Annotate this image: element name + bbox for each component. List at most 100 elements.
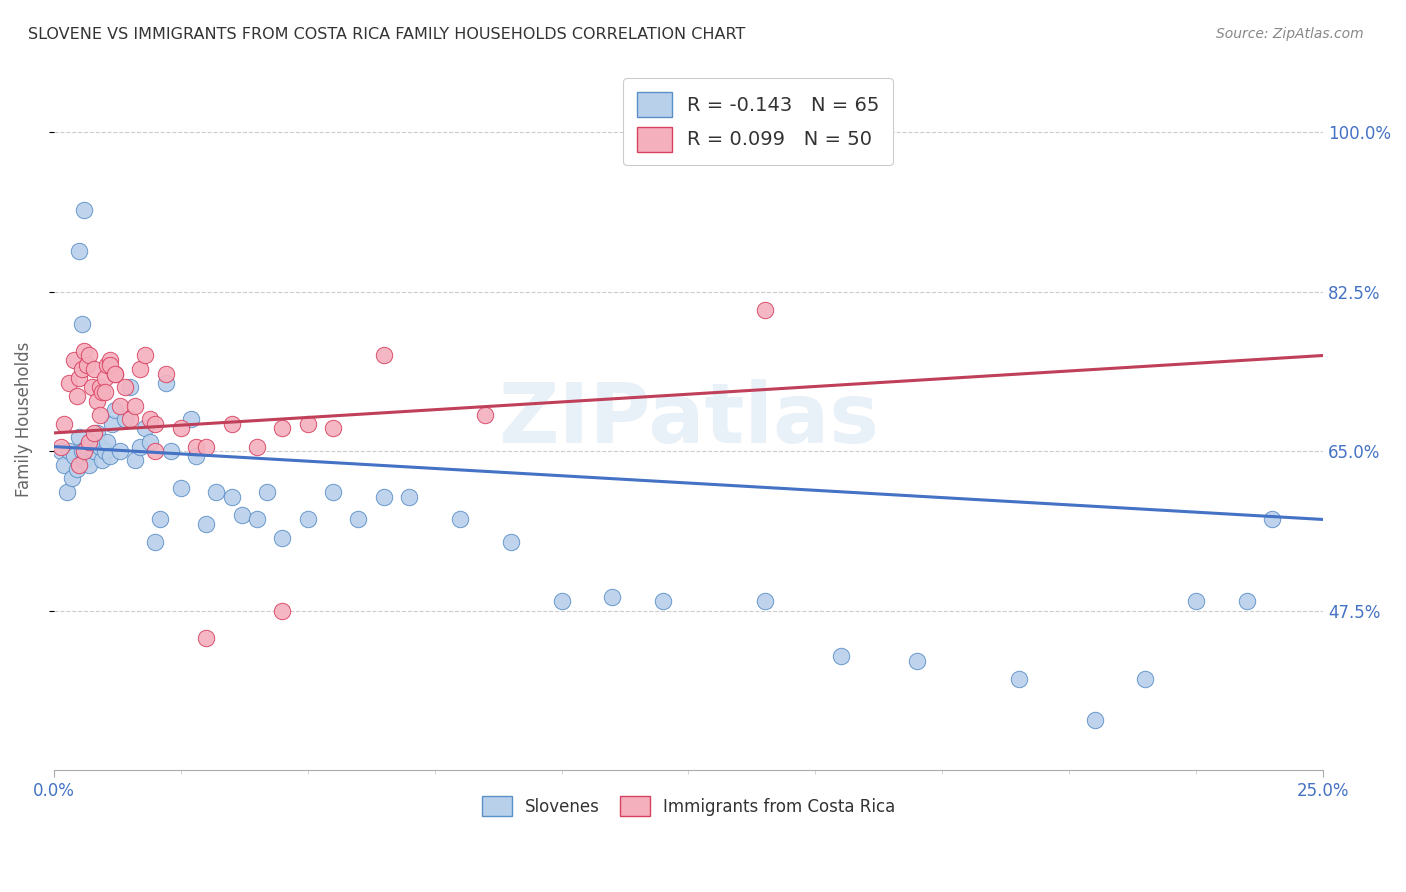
Point (73, 343, 96, 358)
Point (602, 590, 624, 604)
Point (80, 435, 103, 450)
Point (170, 481, 193, 495)
Point (134, 349, 156, 363)
Point (63, 353, 86, 368)
Point (474, 408, 496, 422)
Point (98, 449, 121, 463)
Point (373, 349, 395, 363)
Point (347, 512, 370, 526)
Point (118, 380, 141, 394)
Text: SLOVENE VS IMMIGRANTS FROM COSTA RICA FAMILY HOUSEHOLDS CORRELATION CHART: SLOVENE VS IMMIGRANTS FROM COSTA RICA FA… (28, 27, 745, 42)
Point (184, 440, 207, 454)
Point (96, 435, 118, 450)
Point (145, 444, 167, 458)
Point (73, 453, 96, 467)
Point (134, 421, 156, 435)
Point (79, 349, 101, 363)
Point (73, 444, 96, 458)
Legend: Slovenes, Immigrants from Costa Rica: Slovenes, Immigrants from Costa Rica (474, 788, 904, 825)
Point (114, 412, 136, 426)
Point (149, 512, 172, 526)
Point (145, 535, 167, 549)
Point (297, 417, 319, 431)
Point (73, 202, 96, 217)
Point (1084, 713, 1107, 727)
Text: ZIPatlas: ZIPatlas (498, 379, 879, 459)
Point (145, 417, 167, 431)
Point (108, 399, 131, 413)
Point (195, 631, 218, 645)
Point (114, 380, 136, 394)
Point (104, 403, 127, 417)
Point (66, 389, 89, 403)
Point (129, 362, 152, 376)
Point (63, 449, 86, 463)
Point (70, 444, 93, 458)
Point (1261, 512, 1284, 526)
Point (79, 435, 101, 450)
Point (66, 462, 89, 476)
Point (905, 654, 928, 668)
Point (129, 440, 152, 454)
Point (86, 394, 108, 409)
Point (124, 399, 146, 413)
Point (58, 444, 80, 458)
Point (91, 384, 114, 399)
Point (93, 444, 115, 458)
Point (499, 535, 522, 549)
Point (231, 508, 253, 522)
Point (159, 444, 181, 458)
Point (79, 458, 101, 472)
Point (98, 353, 121, 368)
Point (271, 603, 294, 617)
Point (108, 444, 131, 458)
Point (89, 408, 111, 422)
Point (93, 384, 115, 399)
Point (398, 490, 420, 504)
Point (180, 412, 202, 426)
Point (221, 490, 243, 504)
Point (195, 440, 218, 454)
Point (70, 362, 93, 376)
Point (83, 425, 105, 440)
Point (155, 367, 177, 381)
Point (96, 358, 118, 372)
Point (246, 440, 269, 454)
Point (754, 302, 776, 317)
Point (139, 412, 162, 426)
Point (449, 512, 471, 526)
Point (55, 485, 77, 500)
Point (1135, 672, 1157, 686)
Point (76, 440, 98, 454)
Point (322, 485, 344, 500)
Point (67, 430, 90, 444)
Point (830, 649, 852, 664)
Point (53, 417, 76, 431)
Point (1236, 594, 1258, 608)
Point (155, 376, 177, 390)
Point (256, 485, 278, 500)
Point (550, 594, 572, 608)
Point (83, 362, 105, 376)
Point (124, 453, 146, 467)
Point (67, 244, 90, 258)
Point (195, 516, 218, 531)
Point (89, 380, 111, 394)
Point (60, 471, 83, 485)
Point (184, 449, 207, 463)
Point (101, 417, 124, 431)
Point (118, 412, 141, 426)
Point (86, 425, 108, 440)
Point (271, 421, 294, 435)
Point (652, 594, 675, 608)
Point (271, 531, 294, 545)
Point (80, 380, 103, 394)
Point (93, 371, 115, 385)
Point (67, 458, 90, 472)
Point (89, 440, 111, 454)
Point (91, 453, 114, 467)
Point (67, 371, 90, 385)
Point (83, 444, 105, 458)
Point (754, 594, 776, 608)
Point (104, 367, 127, 381)
